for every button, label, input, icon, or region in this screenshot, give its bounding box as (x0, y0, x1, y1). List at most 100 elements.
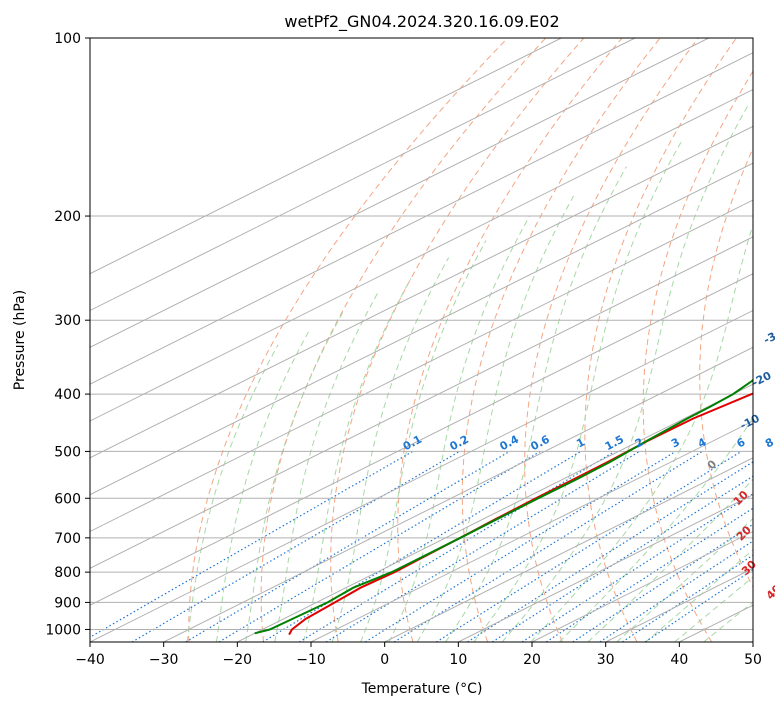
y-tick-label: 400 (54, 387, 81, 403)
moist-adiabat (302, 278, 412, 642)
y-tick-label: 200 (54, 209, 81, 225)
gridlines (90, 38, 753, 630)
moist-adiabat (645, 549, 753, 642)
x-axis: −40 −30 −20 −10 0 10 20 30 40 50 (75, 642, 762, 668)
isotherm (90, 38, 562, 275)
series-lines (254, 378, 753, 636)
y-tick-label: 900 (54, 595, 81, 611)
dry-adiabat (260, 38, 547, 642)
y-tick-label: 800 (54, 565, 81, 581)
x-tick-label: −20 (223, 652, 253, 668)
x-tick-label: 10 (449, 652, 467, 668)
moist-adiabat (186, 344, 279, 642)
isotherm (384, 457, 753, 642)
dry-adiabat (699, 147, 753, 588)
moist-adiabat (416, 195, 575, 642)
y-tick-label: 100 (54, 31, 81, 47)
dry-adiabat (188, 38, 508, 642)
mixing-ratio-label: 1.5 (603, 433, 626, 454)
y-axis: 100 200 300 400 500 600 700 800 900 1000 (45, 31, 90, 638)
isotherm (90, 38, 636, 312)
moist-adiabat-label: 30 (739, 557, 759, 577)
x-tick-label: −30 (149, 652, 179, 668)
isotherm (237, 383, 753, 642)
mixing-ratio-line (599, 540, 753, 642)
y-tick-label: 300 (54, 313, 81, 329)
background-lines (90, 38, 753, 642)
isotherm (90, 38, 709, 348)
x-tick-label: 40 (670, 652, 688, 668)
moist-adiabat (274, 292, 379, 642)
mixing-ratio-line (325, 450, 640, 642)
y-tick-label: 700 (54, 531, 81, 547)
isotherm (163, 346, 753, 642)
x-tick-label: 20 (523, 652, 541, 668)
dry-adiabat (524, 38, 699, 642)
moist-adiabat (587, 478, 753, 642)
x-tick-label: 50 (744, 652, 762, 668)
dry-adiabat (461, 38, 661, 642)
chart-title: wetPf2_GN04.2024.320.16.09.E02 (284, 12, 559, 32)
isotherm (90, 88, 753, 422)
y-tick-label: 500 (54, 444, 81, 460)
mixing-ratio-line (90, 450, 413, 638)
mixing-ratio-line (467, 461, 753, 642)
moist-adiabat (558, 416, 753, 642)
x-tick-label: −40 (75, 652, 105, 668)
mixing-ratio-line (298, 450, 616, 642)
moist-adiabat-label: 10 (731, 488, 751, 508)
mixing-ratio-label: 0.4 (498, 432, 522, 453)
dry-adiabat (642, 70, 753, 642)
moist-adiabat-label: 40 (764, 582, 775, 602)
x-tick-label: 0 (380, 652, 389, 668)
moist-adiabat (445, 166, 627, 642)
isotherm (90, 309, 753, 642)
moist-adiabat (245, 311, 344, 642)
dry-adiabat (330, 38, 585, 642)
moist-adiabat (674, 576, 753, 642)
dry-adiabat (397, 38, 623, 642)
x-tick-label: −10 (296, 652, 326, 668)
mixing-ratio-label: 6 (735, 435, 748, 450)
isotherm-label: -40 (773, 283, 775, 304)
mixing-ratio-line (364, 450, 677, 642)
mixing-ratio-line (491, 475, 753, 642)
moist-adiabat (360, 240, 487, 642)
isotherm (90, 236, 753, 569)
temperature-line (288, 392, 753, 636)
mixing-ratio-line (545, 507, 753, 642)
moist-adiabat (388, 215, 531, 642)
isotherm (90, 125, 753, 459)
x-tick-label: 30 (597, 652, 615, 668)
mixing-ratio-line (262, 450, 582, 642)
mixing-ratio-line (393, 450, 703, 642)
moist-adiabat-label: 20 (734, 523, 754, 543)
mixing-ratio-line (185, 450, 510, 642)
isotherm (90, 162, 753, 496)
y-tick-label: 600 (54, 491, 81, 507)
mixing-ratio-line (644, 568, 753, 642)
isotherm (90, 52, 753, 385)
isotherm-label: -10 (738, 412, 762, 433)
dry-adiabat (584, 38, 737, 642)
mixing-ratio-label: 0.2 (448, 433, 471, 454)
isotherm (90, 273, 753, 606)
isotherm (310, 420, 753, 642)
moist-adiabat (331, 257, 450, 642)
mixing-ratio-label: 8 (763, 435, 775, 450)
isotherm-label: -30 (762, 326, 775, 347)
moist-adiabat (530, 223, 753, 642)
isotherm (531, 530, 753, 642)
y-axis-label: Pressure (hPa) (12, 290, 28, 390)
x-axis-label: Temperature (°C) (361, 681, 483, 697)
mixing-ratio-label: 0.1 (401, 433, 424, 454)
mixing-ratio-line (131, 450, 460, 642)
moist-adiabat (473, 141, 682, 642)
isotherm (458, 494, 753, 642)
isotherm (90, 199, 753, 533)
dewpoint-line (254, 378, 753, 635)
plot-frame (89, 37, 754, 643)
dry-adiabat-label: 0 (705, 457, 720, 472)
moist-adiabat (501, 105, 749, 642)
